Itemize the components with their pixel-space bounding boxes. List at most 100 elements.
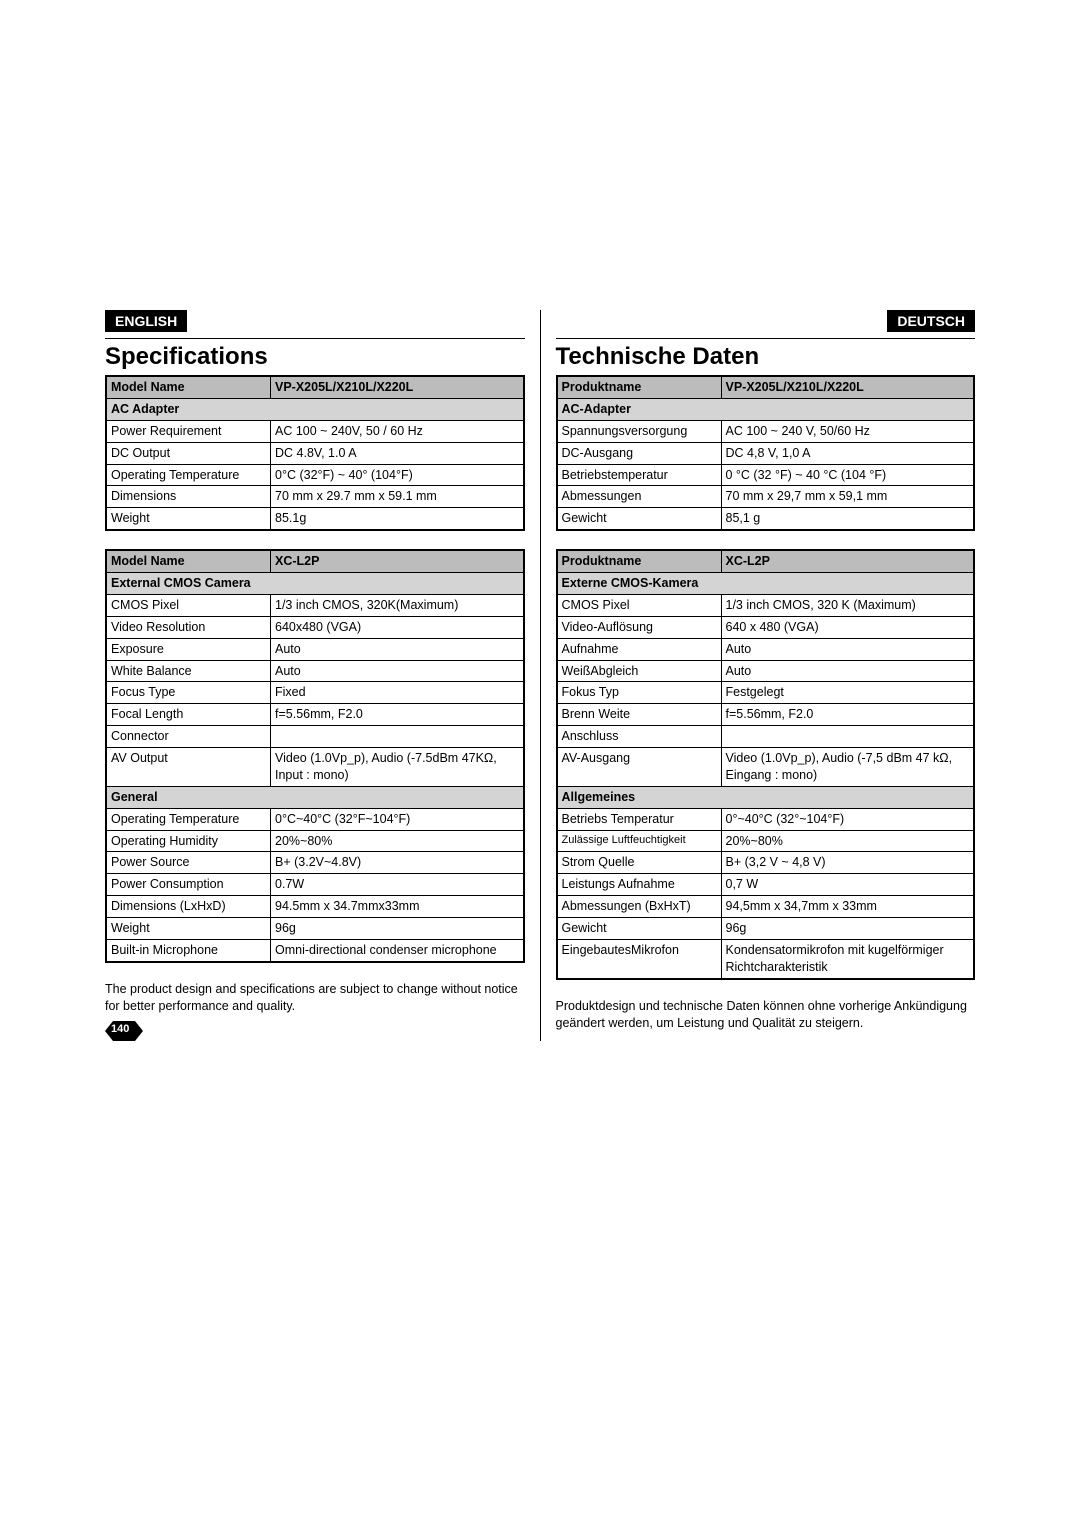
cell: Strom Quelle xyxy=(557,852,722,874)
cell: 70 mm x 29,7 mm x 59,1 mm xyxy=(721,486,974,508)
cell xyxy=(271,726,524,748)
cell: Focal Length xyxy=(106,704,271,726)
cell: 0°C~40°C (32°F~104°F) xyxy=(271,808,524,830)
spec-table-2-en: Model NameXC-L2P External CMOS Camera CM… xyxy=(105,549,525,963)
cell: Video Resolution xyxy=(106,616,271,638)
page-number-badge: 140 xyxy=(105,1021,143,1041)
cell: Festgelegt xyxy=(721,682,974,704)
cell: Zulässige Luftfeuchtigkeit xyxy=(557,830,722,852)
cell: DC-Ausgang xyxy=(557,442,722,464)
cell: Video (1.0Vp_p), Audio (-7.5dBm 47KΩ, In… xyxy=(271,748,524,787)
cell: XC-L2P xyxy=(721,550,974,572)
cell: 0 °C (32 °F) ~ 40 °C (104 °F) xyxy=(721,464,974,486)
cell: VP-X205L/X210L/X220L xyxy=(721,376,974,398)
cell: 0.7W xyxy=(271,874,524,896)
cell: Abmessungen (BxHxT) xyxy=(557,896,722,918)
cell: Gewicht xyxy=(557,918,722,940)
lang-badge-deutsch: DEUTSCH xyxy=(887,310,975,332)
cell: Aufnahme xyxy=(557,638,722,660)
cell: 94.5mm x 34.7mmx33mm xyxy=(271,896,524,918)
cell: Power Consumption xyxy=(106,874,271,896)
cell: Auto xyxy=(271,660,524,682)
cell: 85.1g xyxy=(271,508,524,530)
cell: CMOS Pixel xyxy=(106,594,271,616)
cell: Exposure xyxy=(106,638,271,660)
cell: Operating Temperature xyxy=(106,808,271,830)
cell: Externe CMOS-Kamera xyxy=(557,573,975,595)
cell: 640x480 (VGA) xyxy=(271,616,524,638)
cell: Model Name xyxy=(106,550,271,572)
cell: Anschluss xyxy=(557,726,722,748)
cell: 85,1 g xyxy=(721,508,974,530)
cell: Gewicht xyxy=(557,508,722,530)
cell: AC 100 ~ 240V, 50 / 60 Hz xyxy=(271,420,524,442)
cell: Video (1.0Vp_p), Audio (-7,5 dBm 47 kΩ, … xyxy=(721,748,974,787)
cell: Brenn Weite xyxy=(557,704,722,726)
lang-row-right: DEUTSCH xyxy=(556,310,976,339)
cell xyxy=(721,726,974,748)
title-deutsch: Technische Daten xyxy=(556,343,976,371)
cell: 0°~40°C (32°~104°F) xyxy=(721,808,974,830)
page-number-wrap: 140 xyxy=(105,1017,525,1041)
cell: Abmessungen xyxy=(557,486,722,508)
cell: 0°C (32°F) ~ 40° (104°F) xyxy=(271,464,524,486)
lang-badge-english: ENGLISH xyxy=(105,310,187,332)
cell: Built-in Microphone xyxy=(106,939,271,961)
cell: Auto xyxy=(271,638,524,660)
cell: 640 x 480 (VGA) xyxy=(721,616,974,638)
cell: Power Requirement xyxy=(106,420,271,442)
cell: f=5.56mm, F2.0 xyxy=(271,704,524,726)
cell: Power Source xyxy=(106,852,271,874)
right-column: DEUTSCH Technische Daten ProduktnameVP-X… xyxy=(540,310,976,1041)
title-english: Specifications xyxy=(105,343,525,371)
cell: General xyxy=(106,786,524,808)
cell: AC Adapter xyxy=(106,398,524,420)
cell: WeißAbgleich xyxy=(557,660,722,682)
cell: Betriebstemperatur xyxy=(557,464,722,486)
cell: Dimensions (LxHxD) xyxy=(106,896,271,918)
cell: EingebautesMikrofon xyxy=(557,939,722,978)
cell: Auto xyxy=(721,638,974,660)
cell: AV Output xyxy=(106,748,271,787)
cell: Focus Type xyxy=(106,682,271,704)
cell: Auto xyxy=(721,660,974,682)
cell: Betriebs Temperatur xyxy=(557,808,722,830)
cell: DC Output xyxy=(106,442,271,464)
cell: 20%~80% xyxy=(271,830,524,852)
cell: XC-L2P xyxy=(271,550,524,572)
page-number: 140 xyxy=(111,1023,129,1035)
cell: 1/3 inch CMOS, 320 K (Maximum) xyxy=(721,594,974,616)
cell: Operating Humidity xyxy=(106,830,271,852)
cell: VP-X205L/X210L/X220L xyxy=(271,376,524,398)
cell: Fixed xyxy=(271,682,524,704)
cell: 20%~80% xyxy=(721,830,974,852)
cell: 94,5mm x 34,7mm x 33mm xyxy=(721,896,974,918)
cell: Spannungsversorgung xyxy=(557,420,722,442)
cell: 96g xyxy=(271,918,524,940)
cell: 1/3 inch CMOS, 320K(Maximum) xyxy=(271,594,524,616)
cell: Connector xyxy=(106,726,271,748)
cell: B+ (3.2V~4.8V) xyxy=(271,852,524,874)
cell: 96g xyxy=(721,918,974,940)
cell: Video-Auflösung xyxy=(557,616,722,638)
cell: Weight xyxy=(106,918,271,940)
cell: Produktname xyxy=(557,376,722,398)
cell: 0,7 W xyxy=(721,874,974,896)
two-column-layout: ENGLISH Specifications Model NameVP-X205… xyxy=(105,310,975,1041)
lang-row-left: ENGLISH xyxy=(105,310,525,339)
footnote-en: The product design and specifications ar… xyxy=(105,981,525,1015)
cell: AC-Adapter xyxy=(557,398,975,420)
cell: White Balance xyxy=(106,660,271,682)
spec-table-2-de: ProduktnameXC-L2P Externe CMOS-Kamera CM… xyxy=(556,549,976,980)
spec-table-1-de: ProduktnameVP-X205L/X210L/X220L AC-Adapt… xyxy=(556,375,976,531)
page: ENGLISH Specifications Model NameVP-X205… xyxy=(0,0,1080,1041)
cell: AC 100 ~ 240 V, 50/60 Hz xyxy=(721,420,974,442)
cell: Produktname xyxy=(557,550,722,572)
cell: f=5.56mm, F2.0 xyxy=(721,704,974,726)
cell: Operating Temperature xyxy=(106,464,271,486)
cell: Omni-directional condenser microphone xyxy=(271,939,524,961)
cell: Allgemeines xyxy=(557,786,975,808)
cell: Model Name xyxy=(106,376,271,398)
cell: CMOS Pixel xyxy=(557,594,722,616)
cell: 70 mm x 29.7 mm x 59.1 mm xyxy=(271,486,524,508)
